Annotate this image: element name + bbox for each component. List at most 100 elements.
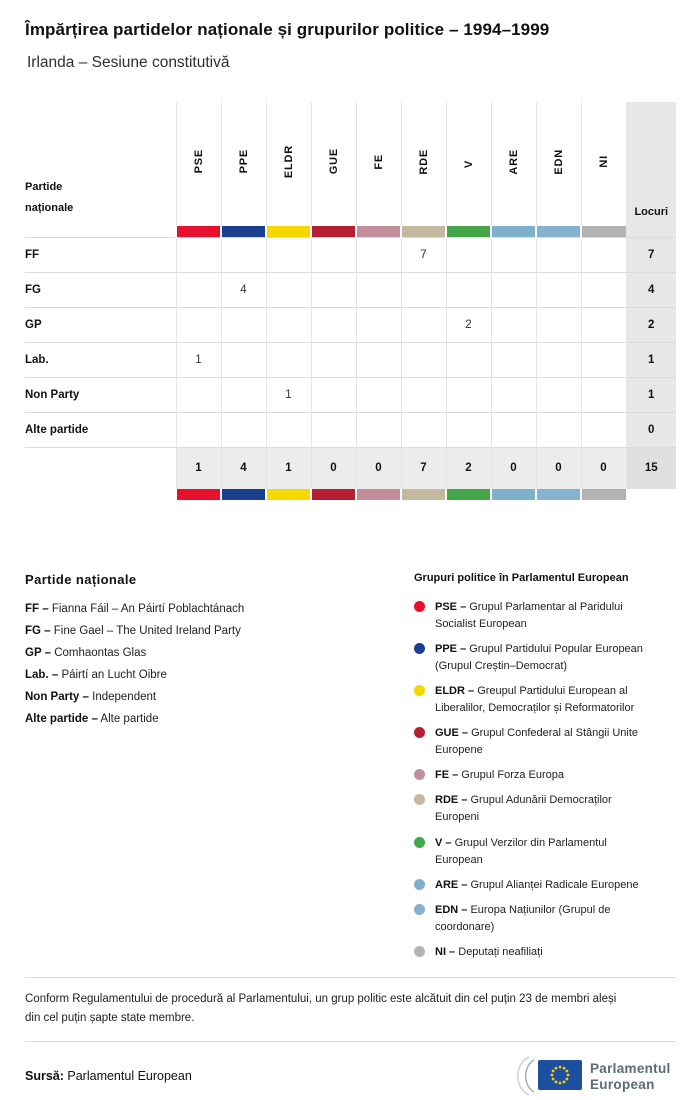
seat-cell [445, 376, 491, 412]
column-total-cell: 0 [535, 446, 581, 489]
seat-cell [220, 306, 266, 342]
seat-cell [310, 341, 356, 377]
column-header-ppe: PPE [220, 102, 266, 226]
column-header-pse: PSE [175, 102, 221, 226]
color-swatch-fe [355, 489, 401, 500]
seat-cell [580, 236, 626, 272]
seat-cell [580, 341, 626, 377]
seat-cell: 4 [220, 271, 266, 307]
party-code: GP – [25, 647, 51, 659]
color-swatch-v [445, 226, 491, 237]
party-name: Fianna Fáil – An Páirtí Poblachtánach [51, 603, 245, 615]
column-total-cell: 0 [490, 446, 536, 489]
color-swatch-fe [355, 226, 401, 237]
source-row: Sursă: Parlamentul European Parlamentul … [25, 1054, 676, 1098]
seat-cell [355, 306, 401, 342]
party-legend-item: FG – Fine Gael – The United Ireland Part… [25, 625, 414, 637]
eu-stars-icon [550, 1065, 570, 1085]
source-label: Sursă: [25, 1068, 64, 1083]
source-value: Parlamentul European [67, 1068, 192, 1083]
group-color-dot-icon [414, 769, 425, 781]
page-title: Împărțirea partidelor naționale și grupu… [25, 20, 550, 39]
party-legend-item: FF – Fianna Fáil – An Páirtí Poblachtána… [25, 603, 414, 615]
seat-cell [580, 306, 626, 342]
seat-cell [310, 236, 356, 272]
bar-spacer [25, 226, 176, 237]
seat-cell [310, 271, 356, 307]
group-code-label: ELDR [282, 144, 295, 179]
group-color-dot-icon [414, 903, 425, 915]
color-bar-bottom [25, 489, 676, 500]
party-legend-item: GP – Comhaontas Glas [25, 647, 414, 659]
party-code: Lab. – [25, 669, 59, 681]
seat-cell [580, 411, 626, 447]
color-swatch-pse [175, 489, 221, 500]
group-name: Europa Națiunilor (Grupul de coordonare) [435, 903, 611, 933]
color-swatch-ni [580, 226, 626, 237]
seat-cell [535, 411, 581, 447]
seat-cell [580, 376, 626, 412]
party-code: FF – [25, 603, 49, 615]
group-code-label: ARE [507, 148, 520, 175]
party-legend-item: Non Party – Independent [25, 691, 414, 703]
seat-cell [445, 236, 491, 272]
color-swatch-gue [310, 489, 356, 500]
seat-cell [400, 411, 446, 447]
group-legend-item: GUE – Grupul Confederal al Stângii Unite… [414, 725, 676, 759]
seat-cell [580, 271, 626, 307]
color-swatch-eldr [265, 226, 311, 237]
seat-cell [355, 376, 401, 412]
legend-groups-list: PSE – Grupul Parlamentar al Paridului So… [414, 599, 676, 961]
seat-cell [265, 236, 311, 272]
footnote: Conform Regulamentului de procedură al P… [25, 976, 676, 1042]
color-swatch-ppe [220, 226, 266, 237]
seat-cell [400, 341, 446, 377]
corner-label: Partide naționale [25, 181, 74, 214]
party-name: Independent [92, 691, 157, 703]
party-legend-item: Lab. – Páirtí an Lucht Oibre [25, 669, 414, 681]
seat-cell [355, 271, 401, 307]
logo-text-line2: European [590, 1077, 655, 1092]
bar-spacer [25, 489, 176, 500]
group-legend-item: ARE – Grupul Alianței Radicale Europene [414, 877, 676, 894]
seat-cell [400, 271, 446, 307]
party-row: FG 4 4 [25, 271, 676, 307]
seats-total-cell: 2 [625, 306, 676, 342]
group-code: EDN – [435, 903, 468, 916]
seat-cell: 1 [265, 376, 311, 412]
seat-cell [310, 376, 356, 412]
seats-total-cell: 0 [625, 411, 676, 447]
party-name: Páirtí an Lucht Oibre [61, 669, 167, 681]
column-total-cell: 0 [310, 446, 356, 489]
seat-cell [445, 341, 491, 377]
seat-cell [490, 376, 536, 412]
column-header-v: V [445, 102, 491, 226]
group-name: Grupul Alianței Radicale Europene [470, 878, 639, 891]
group-name: Grupul Forza Europa [461, 769, 565, 782]
totals-spacer [25, 446, 176, 489]
column-header-ni: NI [580, 102, 626, 226]
seat-cell [490, 271, 536, 307]
group-code-label: PSE [192, 149, 205, 174]
column-total-cell: 0 [355, 446, 401, 489]
seat-cell [265, 341, 311, 377]
seat-cell [355, 341, 401, 377]
group-code: PSE – [435, 601, 467, 613]
party-row: GP 2 2 [25, 306, 676, 342]
color-swatch-are [490, 489, 536, 500]
group-code: NI – [435, 945, 456, 958]
seat-cell: 2 [445, 306, 491, 342]
seat-cell [535, 376, 581, 412]
column-total-cell: 0 [580, 446, 626, 489]
legends-section: Partide naționale FF – Fianna Fáil – An … [25, 572, 676, 969]
party-label: Non Party [25, 376, 176, 412]
seat-cell [220, 411, 266, 447]
color-swatch-v [445, 489, 491, 500]
column-total-cell: 1 [175, 446, 221, 489]
seat-cell [400, 376, 446, 412]
seat-cell: 7 [400, 236, 446, 272]
column-header-fe: FE [355, 102, 401, 226]
color-swatch-edn [535, 489, 581, 500]
seats-column-header: Locuri [625, 102, 676, 226]
